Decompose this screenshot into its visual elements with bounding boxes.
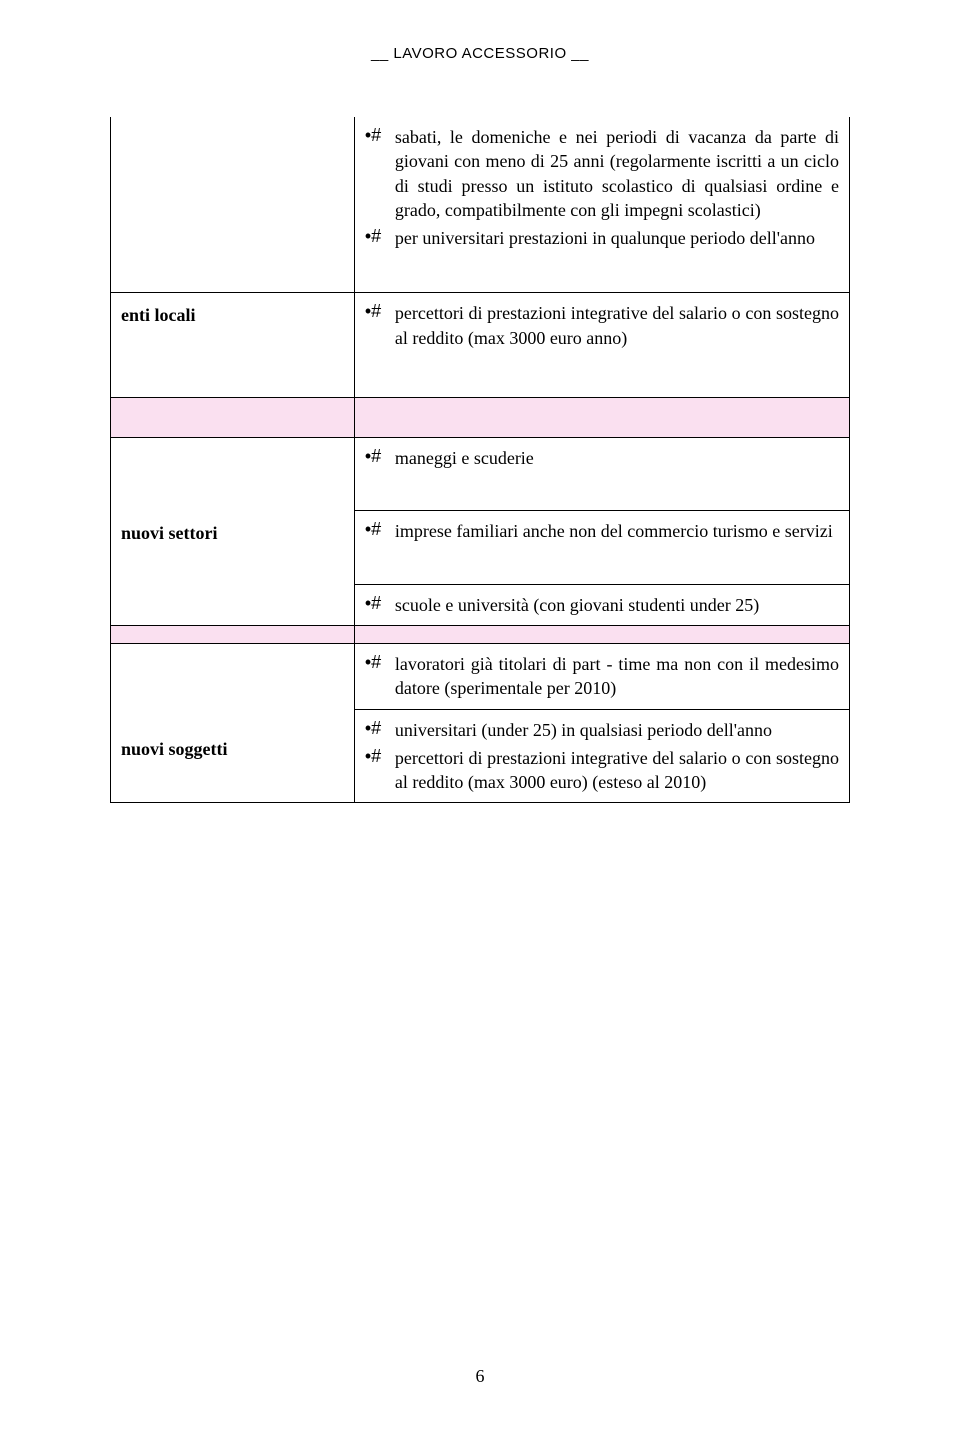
empty-cell	[111, 398, 355, 438]
bullet-icon: •#	[365, 125, 395, 146]
empty-cell	[111, 117, 355, 293]
empty-cell	[111, 584, 355, 625]
list-item: •# percettori di prestazioni integrative…	[365, 746, 839, 795]
item-text: imprese familiari anche non del commerci…	[395, 519, 839, 543]
bullet-icon: •#	[365, 718, 395, 739]
list-item: •# maneggi e scuderie	[365, 446, 839, 470]
content-cell: •# sabati, le domeniche e nei periodi di…	[354, 117, 849, 293]
list-item: •# imprese familiari anche non del comme…	[365, 519, 839, 543]
table-row: •# maneggi e scuderie	[111, 438, 850, 511]
row-label: nuovi settori	[111, 511, 355, 584]
list-item: •# lavoratori già titolari di part - tim…	[365, 652, 839, 701]
bullet-icon: •#	[365, 301, 395, 322]
table-row: nuovi soggetti •# universitari (under 25…	[111, 709, 850, 803]
row-label: enti locali	[111, 293, 355, 398]
item-text: per universitari prestazioni in qualunqu…	[395, 226, 839, 250]
empty-cell	[111, 643, 355, 709]
item-text: maneggi e scuderie	[395, 446, 839, 470]
table-row: enti locali •# percettori di prestazioni…	[111, 293, 850, 398]
item-text: lavoratori già titolari di part - time m…	[395, 652, 839, 701]
list-item: •# scuole e università (con giovani stud…	[365, 593, 839, 617]
table-row: nuovi settori •# imprese familiari anche…	[111, 511, 850, 584]
table-row	[111, 625, 850, 643]
bullet-icon: •#	[365, 519, 395, 540]
page-number: 6	[0, 1366, 960, 1387]
list-item: •# per universitari prestazioni in qualu…	[365, 226, 839, 250]
item-text: universitari (under 25) in qualsiasi per…	[395, 718, 839, 742]
content-cell: •# scuole e università (con giovani stud…	[354, 584, 849, 625]
content-cell: •# percettori di prestazioni integrative…	[354, 293, 849, 398]
main-table: •# sabati, le domeniche e nei periodi di…	[110, 117, 850, 803]
page-header: __ LAVORO ACCESSORIO __	[110, 45, 850, 62]
content-cell: •# lavoratori già titolari di part - tim…	[354, 643, 849, 709]
item-text: scuole e università (con giovani student…	[395, 593, 839, 617]
list-item: •# percettori di prestazioni integrative…	[365, 301, 839, 350]
item-text: percettori di prestazioni integrative de…	[395, 301, 839, 350]
content-cell: •# maneggi e scuderie	[354, 438, 849, 511]
list-item: •# universitari (under 25) in qualsiasi …	[365, 718, 839, 742]
bullet-icon: •#	[365, 652, 395, 673]
row-label: nuovi soggetti	[111, 709, 355, 803]
table-row: •# scuole e università (con giovani stud…	[111, 584, 850, 625]
bullet-icon: •#	[365, 226, 395, 247]
bullet-icon: •#	[365, 446, 395, 467]
item-text: sabati, le domeniche e nei periodi di va…	[395, 125, 839, 222]
empty-cell	[354, 398, 849, 438]
item-text: percettori di prestazioni integrative de…	[395, 746, 839, 795]
list-item: •# sabati, le domeniche e nei periodi di…	[365, 125, 839, 222]
table-row: •# sabati, le domeniche e nei periodi di…	[111, 117, 850, 293]
bullet-icon: •#	[365, 746, 395, 767]
empty-cell	[111, 438, 355, 511]
table-row	[111, 398, 850, 438]
content-cell: •# universitari (under 25) in qualsiasi …	[354, 709, 849, 803]
content-cell: •# imprese familiari anche non del comme…	[354, 511, 849, 584]
empty-cell	[111, 625, 355, 643]
bullet-icon: •#	[365, 593, 395, 614]
table-row: •# lavoratori già titolari di part - tim…	[111, 643, 850, 709]
empty-cell	[354, 625, 849, 643]
